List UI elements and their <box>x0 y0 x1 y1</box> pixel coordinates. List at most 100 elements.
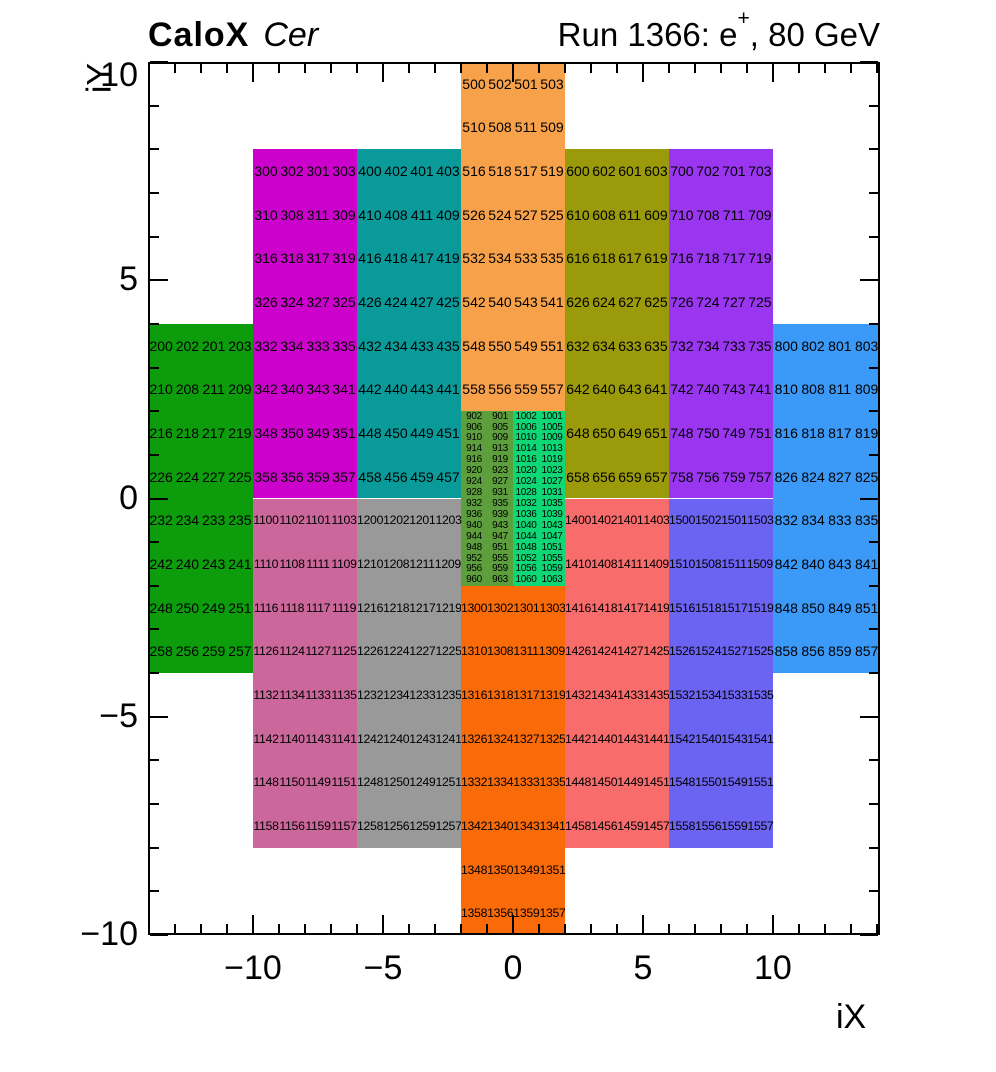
channel-cell: 719 <box>748 250 772 267</box>
channel-row: 1158 1156 1159 1157 <box>253 818 357 833</box>
channel-cell: 308 <box>280 206 304 223</box>
channel-row: 1326 1324 1327 1325 <box>461 732 566 745</box>
channel-cell: 1063 <box>541 574 563 586</box>
channel-cell: 824 <box>801 468 825 485</box>
region-cer-1300: 1300 1302 1301 1303 1310 1308 1311 1309 1316 1318… <box>460 585 566 935</box>
channel-cell: 1035 <box>541 497 563 509</box>
channel-cell: 919 <box>492 454 508 466</box>
channel-cell: 1126 <box>253 644 279 659</box>
y-tick-label: 5 <box>119 260 138 299</box>
channel-cell: 931 <box>492 487 508 499</box>
channel-cell: 227 <box>201 468 226 485</box>
channel-cell: 358 <box>254 468 278 485</box>
channel-cell: 451 <box>436 425 460 441</box>
channel-cell: 741 <box>748 381 772 398</box>
axis-tick <box>615 924 618 933</box>
channel-cell: 1425 <box>643 644 670 659</box>
channel-cell: 342 <box>254 381 278 398</box>
channel-cell: 508 <box>488 119 512 136</box>
channel-cell: 627 <box>618 294 642 311</box>
channel-cell: 448 <box>358 425 382 441</box>
channel-cell: 905 <box>492 421 508 433</box>
channel-cell: 1156 <box>279 818 305 833</box>
axis-tick <box>150 453 159 456</box>
channel-cell: 559 <box>514 381 538 398</box>
channel-row: 616 618 617 619 <box>565 251 669 265</box>
channel-cell: 1124 <box>279 644 305 659</box>
channel-cell: 1159 <box>305 818 331 833</box>
channel-row: 1558 1556 1559 1557 <box>669 818 774 833</box>
axis-tick <box>150 934 168 936</box>
region-cer-1500: 1500 1502 1501 1503 1510 1508 1511 1509 1516 1518… <box>668 498 774 848</box>
channel-cell: 226 <box>149 468 173 485</box>
channel-cell: 750 <box>696 425 720 441</box>
channel-row: 316 318 317 319 <box>253 251 357 265</box>
channel-cell: 748 <box>670 425 694 441</box>
axis-tick <box>869 803 878 806</box>
channel-cell: 1101 <box>305 513 331 528</box>
channel-cell: 740 <box>696 381 720 398</box>
channel-cell: 1118 <box>279 600 305 615</box>
axis-tick <box>304 64 306 73</box>
channel-cell: 1559 <box>721 818 748 833</box>
channel-row: 1126 1124 1127 1125 <box>253 644 357 659</box>
channel-cell: 1401 <box>617 513 644 528</box>
channel-cell: 1132 <box>253 687 279 702</box>
channel-row: 1258 1256 1259 1257 <box>357 819 462 832</box>
channel-cell: 233 <box>201 512 226 529</box>
channel-cell: 1427 <box>617 644 644 659</box>
channel-cell: 1216 <box>356 600 384 615</box>
channel-cell: 609 <box>644 206 668 223</box>
channel-cell: 733 <box>722 337 746 354</box>
axis-tick <box>869 672 878 675</box>
axis-tick <box>869 541 878 544</box>
axis-tick <box>150 584 159 587</box>
channel-cell: 856 <box>801 643 825 660</box>
axis-tick <box>860 934 878 936</box>
channel-cell: 1342 <box>460 818 488 833</box>
channel-row: 448 450 449 451 <box>357 426 461 440</box>
channel-row: 924 927 1024 1027 <box>461 477 565 487</box>
channel-cell: 618 <box>592 250 616 267</box>
channel-cell: 1409 <box>642 556 669 571</box>
channel-cell: 250 <box>175 599 200 616</box>
axis-tick <box>869 890 878 893</box>
axis-tick <box>860 279 878 282</box>
axis-tick <box>150 715 168 718</box>
region-cer-600: 600 602 601 603 610 608 611 609 616 618 617 619 626 6… <box>564 149 669 499</box>
axis-tick <box>200 924 203 933</box>
channel-cell: 1133 <box>305 687 331 702</box>
axis-tick <box>407 64 410 73</box>
channel-row: 310 308 311 309 <box>253 208 357 222</box>
channel-cell: 960 <box>466 574 482 586</box>
channel-cell: 640 <box>592 381 616 398</box>
axis-tick <box>150 235 159 238</box>
channel-cell: 817 <box>828 425 852 441</box>
channel-cell: 302 <box>280 163 304 180</box>
axis-tick <box>304 924 306 933</box>
channel-cell: 1301 <box>513 600 540 615</box>
experiment-label: CaloX <box>148 16 250 54</box>
channel-row: 1548 1550 1549 1551 <box>669 776 774 789</box>
channel-cell: 1534 <box>695 687 722 702</box>
channel-cell: 1116 <box>253 600 279 615</box>
channel-cell: 1432 <box>564 687 592 702</box>
channel-row: 920 923 1020 1023 <box>461 466 565 476</box>
channel-cell: 703 <box>748 163 772 180</box>
channel-cell: 659 <box>618 468 642 485</box>
channel-cell: 403 <box>436 163 460 180</box>
channel-cell: 556 <box>488 381 512 398</box>
channel-row: 1242 1240 1243 1241 <box>357 732 462 745</box>
channel-cell: 558 <box>462 381 486 398</box>
channel-cell: 417 <box>410 250 434 267</box>
channel-cell: 208 <box>175 381 200 398</box>
channel-cell: 209 <box>228 381 252 398</box>
axis-tick <box>869 366 878 369</box>
region-cer-400: 400 402 401 403 410 408 411 409 416 418 417 419 426 4… <box>356 149 461 499</box>
channel-cell: 611 <box>618 206 642 223</box>
axis-tick <box>150 672 159 675</box>
channel-cell: 1100 <box>253 513 279 528</box>
channel-cell: 1110 <box>253 556 279 571</box>
channel-row: 1342 1340 1343 1341 <box>460 818 566 833</box>
axis-tick <box>150 279 168 282</box>
